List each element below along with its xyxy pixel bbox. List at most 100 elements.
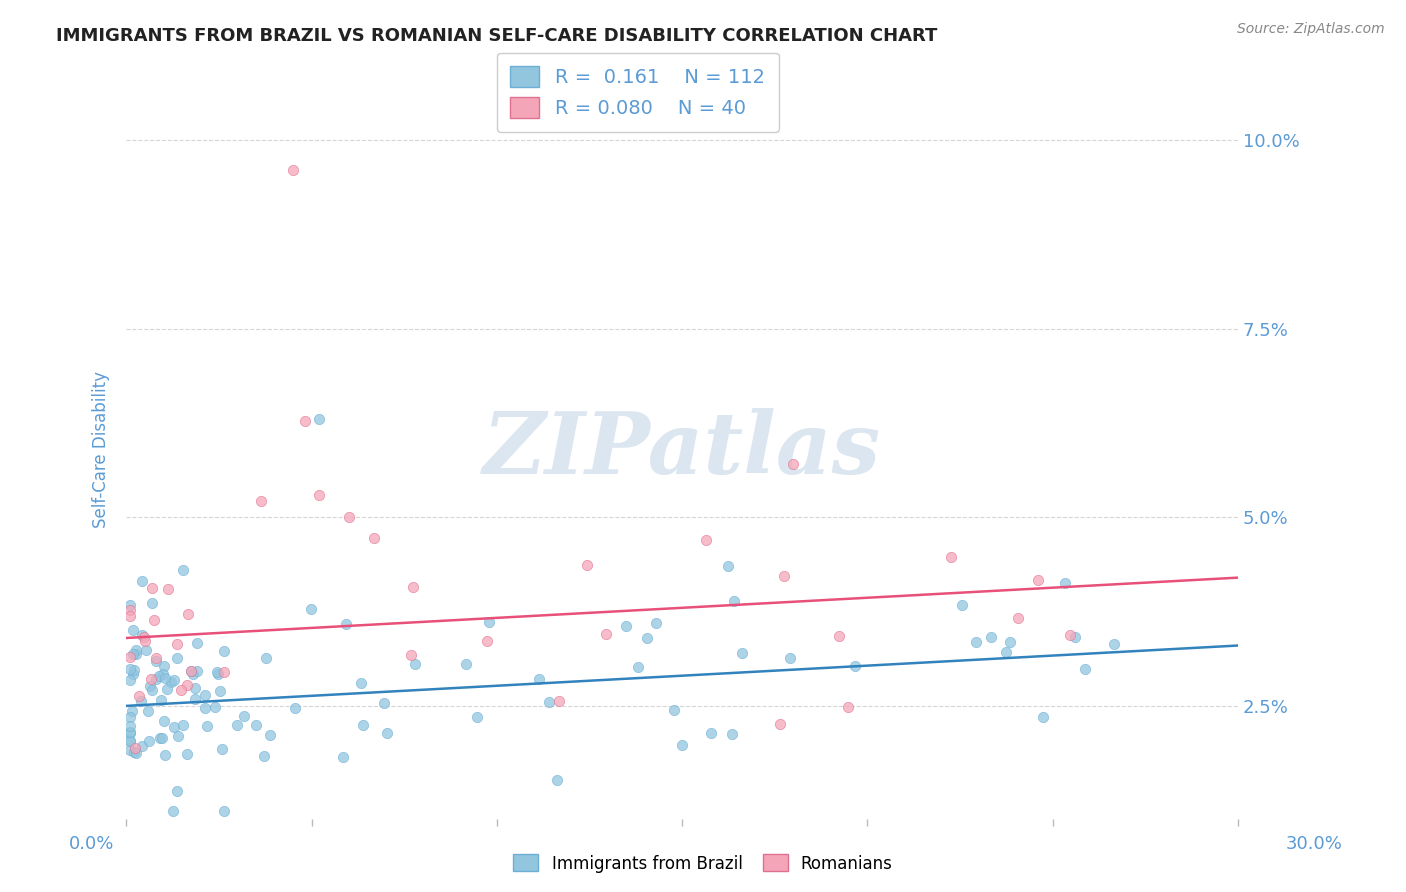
Point — [139, 672, 162, 686]
Point — [773, 569, 796, 583]
Point — [120, 719, 142, 733]
Point — [1064, 630, 1087, 644]
Text: 0.0%: 0.0% — [69, 835, 114, 853]
Point — [180, 664, 202, 678]
Point — [308, 412, 330, 426]
Point — [134, 633, 156, 648]
Point — [162, 805, 184, 819]
Point — [404, 657, 426, 671]
Point — [332, 749, 354, 764]
Point — [136, 704, 159, 718]
Point — [375, 726, 398, 740]
Point — [671, 738, 693, 752]
Point — [844, 659, 866, 673]
Point — [121, 704, 143, 718]
Point — [153, 658, 176, 673]
Point — [166, 783, 188, 797]
Point — [721, 727, 744, 741]
Point — [160, 674, 183, 689]
Point — [131, 574, 153, 588]
Point — [281, 163, 304, 178]
Point — [131, 628, 153, 642]
Point — [148, 669, 170, 683]
Point — [294, 414, 316, 428]
Point — [204, 700, 226, 714]
Point — [998, 635, 1021, 649]
Point — [181, 666, 204, 681]
Point — [195, 718, 218, 732]
Point — [118, 710, 141, 724]
Point — [184, 692, 207, 706]
Point — [1073, 662, 1095, 676]
Point — [527, 673, 550, 687]
Point — [131, 739, 153, 753]
Text: 30.0%: 30.0% — [1286, 835, 1343, 853]
Point — [363, 531, 385, 545]
Y-axis label: Self-Care Disability: Self-Care Disability — [93, 371, 110, 528]
Point — [166, 651, 188, 665]
Point — [152, 667, 174, 681]
Point — [194, 701, 217, 715]
Point — [627, 660, 650, 674]
Point — [717, 558, 740, 573]
Point — [1007, 611, 1029, 625]
Point — [782, 458, 804, 472]
Point — [118, 734, 141, 748]
Point — [662, 703, 685, 717]
Point — [259, 728, 281, 742]
Point — [250, 494, 273, 508]
Point — [124, 740, 146, 755]
Point — [163, 673, 186, 687]
Point — [139, 679, 162, 693]
Point — [129, 693, 152, 707]
Point — [172, 563, 194, 577]
Point — [166, 637, 188, 651]
Point — [1102, 636, 1125, 650]
Point — [399, 648, 422, 663]
Text: Source: ZipAtlas.com: Source: ZipAtlas.com — [1237, 22, 1385, 37]
Point — [548, 694, 571, 708]
Point — [125, 746, 148, 760]
Point — [207, 666, 229, 681]
Point — [170, 683, 193, 698]
Point — [194, 689, 217, 703]
Point — [350, 676, 373, 690]
Point — [156, 582, 179, 596]
Point — [118, 609, 141, 624]
Point — [118, 726, 141, 740]
Point — [163, 720, 186, 734]
Point — [352, 717, 374, 731]
Point — [118, 602, 141, 616]
Point — [1053, 576, 1076, 591]
Point — [645, 616, 668, 631]
Point — [454, 657, 477, 672]
Text: IMMIGRANTS FROM BRAZIL VS ROMANIAN SELF-CARE DISABILITY CORRELATION CHART: IMMIGRANTS FROM BRAZIL VS ROMANIAN SELF-… — [56, 27, 938, 45]
Point — [254, 650, 277, 665]
Point — [695, 533, 717, 547]
Point — [118, 725, 141, 739]
Point — [478, 615, 501, 629]
Point — [299, 602, 322, 616]
Point — [952, 599, 974, 613]
Point — [284, 700, 307, 714]
Point — [145, 672, 167, 686]
Point — [176, 747, 198, 762]
Point — [401, 580, 423, 594]
Point — [965, 635, 987, 649]
Point — [150, 692, 173, 706]
Point — [145, 650, 167, 665]
Point — [145, 654, 167, 668]
Point — [373, 696, 395, 710]
Text: ZIPatlas: ZIPatlas — [484, 408, 882, 491]
Point — [184, 681, 207, 695]
Point — [575, 558, 598, 572]
Point — [118, 743, 141, 757]
Point — [152, 714, 174, 729]
Point — [537, 695, 560, 709]
Point — [138, 734, 160, 748]
Point — [186, 636, 208, 650]
Point — [118, 673, 141, 688]
Point — [211, 741, 233, 756]
Point — [135, 643, 157, 657]
Point — [731, 646, 754, 660]
